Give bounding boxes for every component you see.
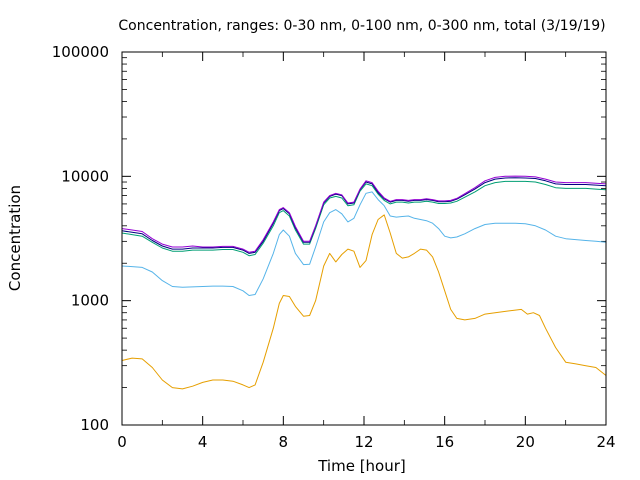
y-tick-label: 100 [80, 416, 109, 434]
minor-ticks [122, 52, 606, 425]
x-tick-label: 0 [117, 433, 127, 451]
x-tick-label: 4 [198, 433, 208, 451]
series-group [121, 175, 607, 390]
y-tick-label: 10000 [61, 167, 109, 185]
series-line-2 [121, 191, 607, 296]
major-ticks [121, 51, 607, 426]
tick-labels: 100 1000 10000 100000 0 4 8 12 16 20 24 [52, 43, 616, 451]
series-line-5 [121, 175, 607, 253]
x-tick-label: 8 [279, 433, 289, 451]
series-line-4 [121, 177, 607, 254]
y-axis-label: Concentration [6, 185, 24, 291]
series-line-1 [121, 214, 607, 390]
chart-title: Concentration, ranges: 0-30 nm, 0-100 nm… [118, 18, 605, 34]
x-axis-label: Time [hour] [317, 457, 406, 475]
plot-frame [121, 51, 607, 426]
x-tick-label: 24 [596, 433, 615, 451]
y-tick-label: 100000 [52, 43, 109, 61]
x-tick-label: 12 [354, 433, 373, 451]
y-tick-label: 1000 [71, 292, 109, 310]
x-tick-label: 16 [435, 433, 454, 451]
x-tick-label: 20 [516, 433, 535, 451]
series-line-3 [121, 180, 607, 257]
